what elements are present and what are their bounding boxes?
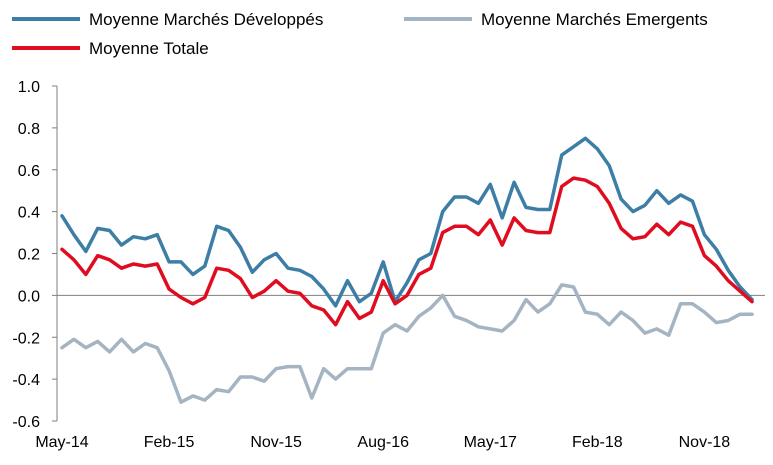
x-tick-labels: May-14 Feb-15 Nov-15 Aug-16 May-17 Feb-18 Nov-… bbox=[35, 434, 730, 451]
x-tick-label: Nov-18 bbox=[679, 434, 731, 451]
y-tick-label: -0.6 bbox=[12, 414, 40, 431]
y-tick-label: 0.4 bbox=[18, 205, 40, 222]
legend-label-total: Moyenne Totale bbox=[89, 39, 209, 58]
x-tick-label: May-17 bbox=[464, 434, 517, 451]
legend-item-emerging: Moyenne Marchés Emergents bbox=[404, 10, 708, 29]
y-tick-label: 0.8 bbox=[18, 121, 40, 138]
y-tick-label: 0.0 bbox=[18, 288, 40, 305]
x-tick-label: Nov-15 bbox=[250, 434, 302, 451]
x-tick-label: May-14 bbox=[35, 434, 88, 451]
legend-item-total: Moyenne Totale bbox=[12, 39, 209, 58]
legend-label-emerging: Moyenne Marchés Emergents bbox=[481, 10, 708, 29]
y-tick-label: 0.6 bbox=[18, 163, 40, 180]
legend-item-developed: Moyenne Marchés Développés bbox=[12, 10, 323, 29]
axes bbox=[56, 86, 765, 421]
x-tick-label: Feb-18 bbox=[572, 434, 623, 451]
legend-label-developed: Moyenne Marchés Développés bbox=[89, 10, 323, 29]
y-tick-label: -0.2 bbox=[12, 330, 40, 347]
series-line-emerging bbox=[60, 283, 754, 404]
y-tick-label: 1.0 bbox=[18, 79, 40, 96]
x-tick-label: Aug-16 bbox=[357, 434, 409, 451]
series-line-total bbox=[60, 176, 754, 327]
y-tick-label: -0.4 bbox=[12, 372, 40, 389]
y-tick-labels: 1.0 0.8 0.6 0.4 0.2 0.0 -0.2 -0.4 -0.6 bbox=[12, 79, 57, 431]
series-line-developed bbox=[60, 136, 754, 308]
legend: Moyenne Marchés Développés Moyenne March… bbox=[12, 10, 708, 58]
y-tick-label: 0.2 bbox=[18, 247, 40, 264]
x-tick-label: Feb-15 bbox=[144, 434, 195, 451]
series-lines bbox=[60, 136, 754, 404]
